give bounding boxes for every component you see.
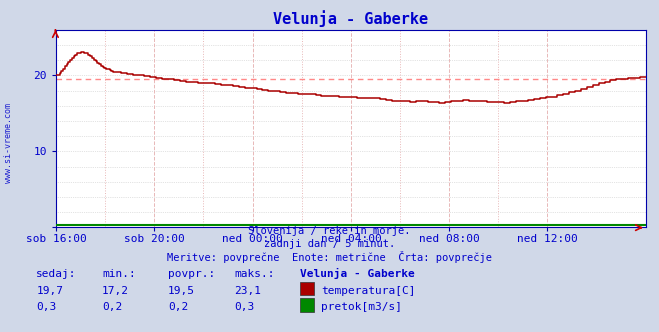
Text: pretok[m3/s]: pretok[m3/s]: [321, 302, 402, 312]
Text: Slovenija / reke in morje.: Slovenija / reke in morje.: [248, 226, 411, 236]
Text: 0,3: 0,3: [234, 302, 254, 312]
Text: povpr.:: povpr.:: [168, 269, 215, 279]
Text: 0,2: 0,2: [168, 302, 188, 312]
Text: 23,1: 23,1: [234, 286, 261, 296]
Text: Meritve: povprečne  Enote: metrične  Črta: povprečje: Meritve: povprečne Enote: metrične Črta:…: [167, 251, 492, 263]
Text: 19,7: 19,7: [36, 286, 63, 296]
Text: 17,2: 17,2: [102, 286, 129, 296]
Text: maks.:: maks.:: [234, 269, 274, 279]
Text: temperatura[C]: temperatura[C]: [321, 286, 415, 296]
Text: zadnji dan / 5 minut.: zadnji dan / 5 minut.: [264, 239, 395, 249]
Text: 19,5: 19,5: [168, 286, 195, 296]
Text: 0,3: 0,3: [36, 302, 57, 312]
Text: sedaj:: sedaj:: [36, 269, 76, 279]
Title: Velunja - Gaberke: Velunja - Gaberke: [273, 11, 428, 27]
Text: Velunja - Gaberke: Velunja - Gaberke: [300, 268, 415, 279]
Text: www.si-vreme.com: www.si-vreme.com: [4, 103, 13, 183]
Text: min.:: min.:: [102, 269, 136, 279]
Text: 0,2: 0,2: [102, 302, 123, 312]
